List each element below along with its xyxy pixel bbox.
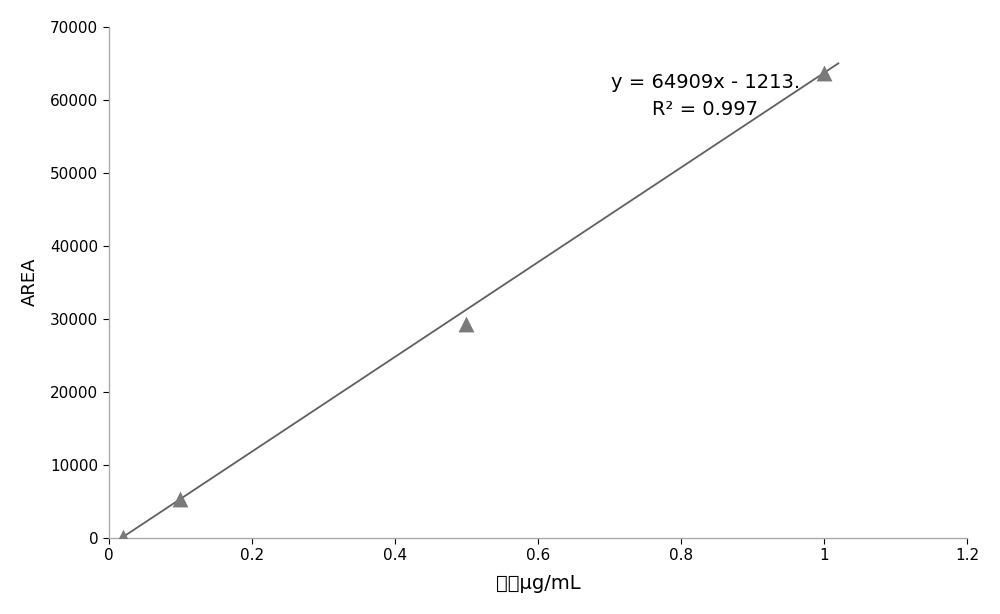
Y-axis label: AREA: AREA [21, 258, 39, 306]
Text: y = 64909x - 1213.
R² = 0.997: y = 64909x - 1213. R² = 0.997 [611, 73, 800, 119]
Point [115, 532, 131, 542]
Point [172, 494, 188, 504]
X-axis label: 浓度μg/mL: 浓度μg/mL [496, 574, 580, 593]
Point [816, 68, 832, 78]
Point [458, 319, 474, 329]
